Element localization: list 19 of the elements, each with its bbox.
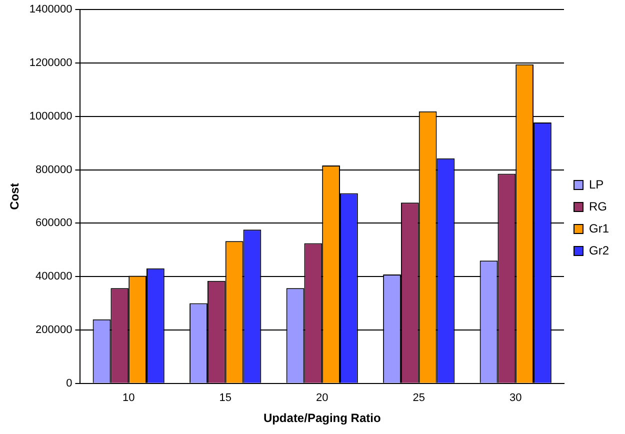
y-tick-label: 600000 <box>36 217 72 230</box>
legend-label: Gr2 <box>588 243 610 258</box>
legend-label: LP <box>588 177 604 192</box>
x-tick-label: 15 <box>219 392 232 404</box>
y-tick-label: 400000 <box>36 270 72 283</box>
x-tick-label: 30 <box>509 392 522 404</box>
legend-label: RG <box>588 199 607 214</box>
x-tick-label: 10 <box>122 392 135 404</box>
y-tick-label: 1400000 <box>29 4 72 16</box>
x-tick-label: 20 <box>316 392 328 404</box>
y-tick-label: 1000000 <box>29 110 72 122</box>
x-axis-title: Update/Paging Ratio <box>263 411 381 426</box>
y-axis-title: Cost <box>8 183 22 210</box>
y-tick-label: 0 <box>66 377 72 390</box>
legend-label: Gr1 <box>588 221 610 236</box>
x-tick-label: 25 <box>412 392 425 404</box>
y-tick-label: 200000 <box>36 324 72 336</box>
y-tick-label: 800000 <box>36 164 72 176</box>
y-tick-label: 1200000 <box>29 57 72 70</box>
